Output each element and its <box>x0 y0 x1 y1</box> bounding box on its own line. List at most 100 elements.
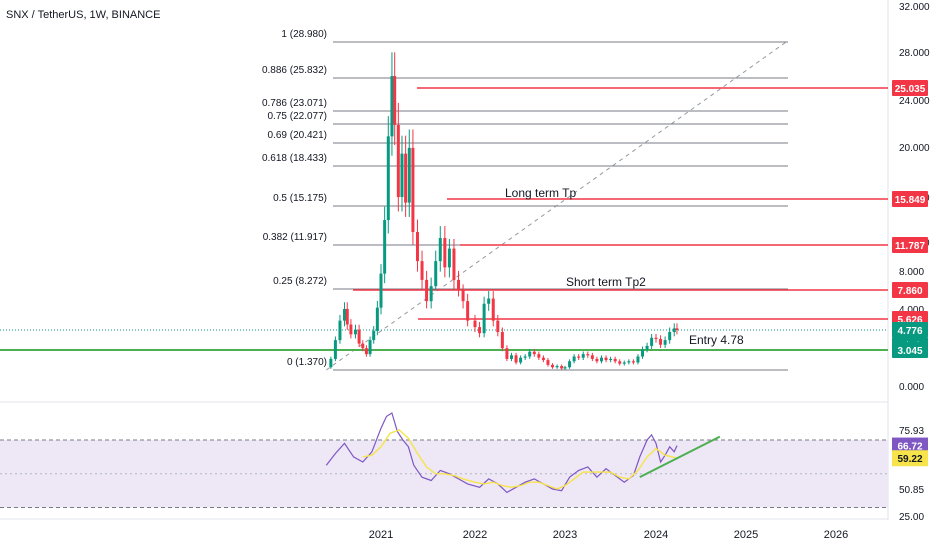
price-level-label: 11.787 <box>895 241 925 252</box>
current-price-label: 4.776 <box>897 326 922 337</box>
rsi-line <box>325 412 678 494</box>
candle-body <box>541 357 545 361</box>
fib-level-label: 0.5 (15.175) <box>273 193 327 204</box>
candle-body <box>375 307 379 331</box>
candle-body <box>537 354 541 358</box>
support-label: 3.045 <box>897 346 922 357</box>
time-axis-tick: 2024 <box>644 529 668 541</box>
candle-body <box>372 330 376 341</box>
candle-body <box>390 76 394 137</box>
candle-body <box>572 356 576 362</box>
candle-body <box>345 308 349 325</box>
candle-body <box>590 355 594 359</box>
rsi-axis-tick: 50.85 <box>899 485 924 496</box>
candle-body <box>618 361 622 364</box>
candle-body <box>613 358 617 362</box>
candle-body <box>357 329 361 344</box>
time-axis-tick: 2022 <box>463 529 487 541</box>
candle-body <box>645 345 649 350</box>
candle-body <box>482 303 486 334</box>
candle-body <box>333 340 337 359</box>
rsi-value-box <box>892 437 928 454</box>
candle-body <box>452 248 456 280</box>
price-axis-tick: 20.000 <box>899 143 930 154</box>
time-axis-tick: 2021 <box>369 529 393 541</box>
candle-body <box>425 279 429 302</box>
candle-body <box>672 328 676 333</box>
candle-body <box>443 238 447 268</box>
candle-body <box>586 354 590 356</box>
price-level-label: 7.860 <box>897 286 922 297</box>
candle-body <box>368 340 372 355</box>
candle-body <box>353 329 357 335</box>
candle-body <box>509 355 513 359</box>
candle-body <box>627 361 631 363</box>
fib-level-label: 0.786 (23.071) <box>262 98 327 109</box>
time-axis-tick: 2023 <box>553 529 577 541</box>
fib-level-label: 0.618 (18.433) <box>262 153 327 164</box>
chart-annotation: Entry 4.78 <box>689 333 744 347</box>
candle-body <box>668 332 672 341</box>
candle-body <box>546 360 550 365</box>
chart-annotation: Short term Tp2 <box>566 275 646 289</box>
candle-body <box>361 343 365 349</box>
candle-body <box>641 349 645 357</box>
candle-body <box>349 324 353 335</box>
candle-body <box>599 357 603 362</box>
rsi-axis-tick: 25.00 <box>899 512 924 523</box>
candle-body <box>396 124 400 198</box>
candle-body <box>393 76 397 125</box>
candle-body <box>478 327 482 334</box>
candle-body <box>532 351 536 355</box>
candle-body <box>604 357 608 361</box>
price-axis-tick: 32.000 <box>899 2 930 13</box>
price-level-label-box <box>892 237 928 253</box>
candle-body <box>338 320 342 341</box>
chart-title: SNX / TetherUS, 1W, BINANCE <box>6 9 161 21</box>
fib-level-label: 0.25 (8.272) <box>273 276 327 287</box>
candle-body <box>420 261 424 280</box>
fib-level-label: 0.382 (11.917) <box>263 232 327 243</box>
candle-body <box>461 289 465 302</box>
candle-body <box>407 147 411 203</box>
price-axis-tick: 8.000 <box>899 267 924 278</box>
candle-body <box>466 301 470 321</box>
candle-body <box>581 354 585 358</box>
candle-body <box>411 147 415 233</box>
current-price-label-box <box>892 322 928 338</box>
candle-body <box>528 351 532 357</box>
candle-body <box>568 361 572 368</box>
fib-level-label: 1 (28.980) <box>281 29 327 40</box>
time-axis-tick: 2025 <box>734 529 758 541</box>
price-level-label-box <box>892 80 928 96</box>
fib-level-label: 0.886 (25.832) <box>262 65 327 76</box>
candle-body <box>473 320 477 328</box>
candle-body <box>636 356 640 363</box>
support-label-box <box>892 342 928 358</box>
candle-body <box>563 367 567 369</box>
chart-annotation: Long term Tp <box>505 186 576 200</box>
candle-body <box>343 308 347 321</box>
candle-body <box>555 366 559 368</box>
candle-body <box>659 338 663 345</box>
candle-body <box>491 298 495 321</box>
price-level-label-box <box>892 282 928 298</box>
candle-body <box>551 364 555 368</box>
candle-body <box>650 337 654 346</box>
candle-body <box>577 356 581 358</box>
candle-body <box>364 348 368 355</box>
candle-body <box>487 298 491 304</box>
candle-body <box>523 356 527 358</box>
rsi-trendline <box>639 435 721 479</box>
rsi-signal-label: 59.22 <box>897 454 922 465</box>
fib-level-label: 0.75 (22.077) <box>268 111 328 122</box>
rsi-signal-line <box>362 429 678 490</box>
price-axis-tick: 28.000 <box>899 48 930 59</box>
candle-body <box>654 337 658 339</box>
candle-body <box>415 232 419 262</box>
candle-body <box>383 220 387 274</box>
candle-body <box>379 273 383 308</box>
candle-body <box>514 355 518 363</box>
rsi-value-label: 66.72 <box>897 442 922 453</box>
